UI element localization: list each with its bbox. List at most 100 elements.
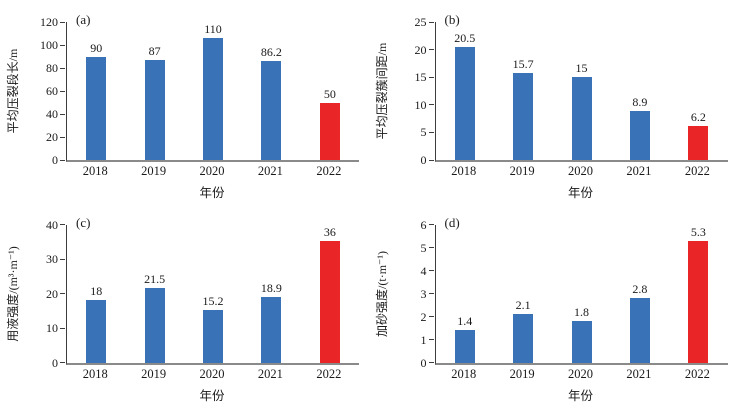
y-tick-label: 1 xyxy=(420,332,427,347)
y-tick-mark xyxy=(60,327,65,329)
chart-panel-b: 平均压裂簇间距/m 0 5 10 15 20 25 20.5 15.7 15 8.9 6.2 (b) 20… xyxy=(369,0,737,202)
x-tick-label: 2021 xyxy=(626,164,652,178)
x-axis-title: 年份 xyxy=(567,186,593,200)
y-tick-label: 6 xyxy=(420,217,427,232)
bar-value-label: 15 xyxy=(575,61,588,76)
x-ticks: 2018 2019 2020 2021 2022 xyxy=(435,367,727,382)
y-tick-mark xyxy=(428,131,434,133)
bar xyxy=(629,110,650,160)
x-ticks: 2018 2019 2020 2021 2022 xyxy=(66,164,358,179)
x-tick-label: 2020 xyxy=(568,164,594,178)
x-tick-label: 2019 xyxy=(141,164,167,178)
x-tick-label: 2019 xyxy=(141,366,167,381)
y-tick-mark xyxy=(60,67,65,69)
bar xyxy=(688,240,709,363)
y-tick-mark xyxy=(60,113,65,115)
y-tick-mark xyxy=(60,293,65,294)
bar xyxy=(454,330,475,363)
y-tick-mark xyxy=(60,159,65,161)
x-axis-title: 年份 xyxy=(567,388,593,403)
y-tick-mark xyxy=(428,293,434,294)
x-tick-label: 2018 xyxy=(82,164,108,178)
y-tick-label: 2 xyxy=(420,309,427,324)
bar xyxy=(319,240,340,363)
y-tick-mark xyxy=(428,76,434,78)
x-tick-label: 2022 xyxy=(684,366,710,381)
y-tick-mark xyxy=(428,247,434,248)
panel-letter: (c) xyxy=(76,214,91,230)
y-tick-label: 20 xyxy=(46,286,58,301)
bar xyxy=(513,314,534,363)
bar-value-label: 20.5 xyxy=(454,30,476,45)
bar xyxy=(571,321,592,363)
plot-area: 20.5 15.7 15 8.9 6.2 xyxy=(434,22,728,162)
bar-slot: 90 xyxy=(67,22,125,160)
x-axis-title: 年份 xyxy=(199,388,225,403)
bar-value-label: 1.8 xyxy=(574,305,590,320)
y-tick-mark xyxy=(428,224,434,225)
bar xyxy=(144,59,165,160)
y-tick-label: 80 xyxy=(46,61,58,75)
x-tick-label: 2021 xyxy=(626,366,652,381)
bar-slot: 87 xyxy=(125,22,183,160)
bar-slot: 2.1 xyxy=(494,225,552,363)
x-tick-label: 2020 xyxy=(199,366,225,381)
bar-slot: 1.8 xyxy=(552,225,610,363)
bar xyxy=(144,288,165,363)
bar-slot: 50 xyxy=(301,22,359,160)
bar xyxy=(454,46,475,160)
chart-panel-d: 加砂强度/(t·m⁻¹) 0 1 2 3 4 5 6 1.4 2.1 1.8 2.8 5.3 (d) 201… xyxy=(369,203,737,405)
plot-area: 1.4 2.1 1.8 2.8 5.3 xyxy=(434,224,728,365)
y-tick-mark xyxy=(428,362,434,363)
y-tick-label: 40 xyxy=(46,107,58,121)
y-tick-label: 20 xyxy=(46,130,58,144)
x-tick-label: 2022 xyxy=(316,164,342,178)
x-tick-label: 2021 xyxy=(257,366,283,381)
y-tick-mark xyxy=(428,339,434,340)
bar-slot: 20.5 xyxy=(436,22,494,160)
bar-value-label: 18.9 xyxy=(260,281,282,296)
bar-slot: 2.8 xyxy=(611,225,669,363)
bar-value-label: 8.9 xyxy=(632,94,648,109)
y-tick-mark xyxy=(428,104,434,106)
plot-area: 18 21.5 15.2 18.9 36 xyxy=(66,224,359,365)
bar-value-label: 18 xyxy=(90,284,103,299)
bar-value-label: 15.7 xyxy=(512,57,534,72)
y-tick-mark xyxy=(428,21,434,23)
bar-value-label: 2.1 xyxy=(515,298,531,313)
y-tick-mark xyxy=(60,90,65,92)
y-tick-mark xyxy=(428,159,434,161)
y-tick-mark xyxy=(60,258,65,260)
bar-slot: 8.9 xyxy=(611,22,669,160)
bar-slot: 15.2 xyxy=(184,225,242,363)
y-tick-label: 20 xyxy=(414,42,427,57)
chart-panel-a: 平均压裂段长/m 0 20 40 60 80 100 120 90 87 110 86.2 50 (a) 2… xyxy=(0,0,368,202)
bar-slot: 18 xyxy=(67,225,125,363)
bar-slot: 1.4 xyxy=(436,225,494,363)
bar xyxy=(571,77,592,160)
x-ticks: 2018 2019 2020 2021 2022 xyxy=(435,164,727,179)
y-tick-label: 15 xyxy=(414,70,427,85)
bar-slot: 18.9 xyxy=(242,225,300,363)
y-tick-mark xyxy=(428,270,434,271)
x-tick-label: 2022 xyxy=(684,164,710,178)
bar-value-label: 110 xyxy=(204,22,222,36)
y-tick-label: 60 xyxy=(46,84,58,98)
y-tick-label: 10 xyxy=(414,97,427,112)
y-tick-label: 0 xyxy=(52,153,58,167)
bar xyxy=(203,38,224,160)
bar-value-label: 36 xyxy=(323,224,336,239)
bar-value-label: 50 xyxy=(323,86,336,101)
bar-value-label: 2.8 xyxy=(632,282,648,297)
y-tick-label: 0 xyxy=(52,355,58,370)
y-tick-mark xyxy=(428,49,434,51)
bar-value-label: 21.5 xyxy=(144,272,166,287)
plot-area: 90 87 110 86.2 50 xyxy=(66,22,359,162)
panel-letter: (a) xyxy=(76,12,91,27)
chart-panel-c: 用液强度/(m³·m⁻¹) 0 10 20 30 40 18 21.5 15.2 18.9 36 (c… xyxy=(0,203,368,405)
y-tick-label: 4 xyxy=(420,263,427,278)
x-tick-label: 2020 xyxy=(568,366,594,381)
bar-slot: 21.5 xyxy=(125,225,183,363)
bar xyxy=(86,56,107,160)
y-tick-label: 40 xyxy=(46,217,58,232)
